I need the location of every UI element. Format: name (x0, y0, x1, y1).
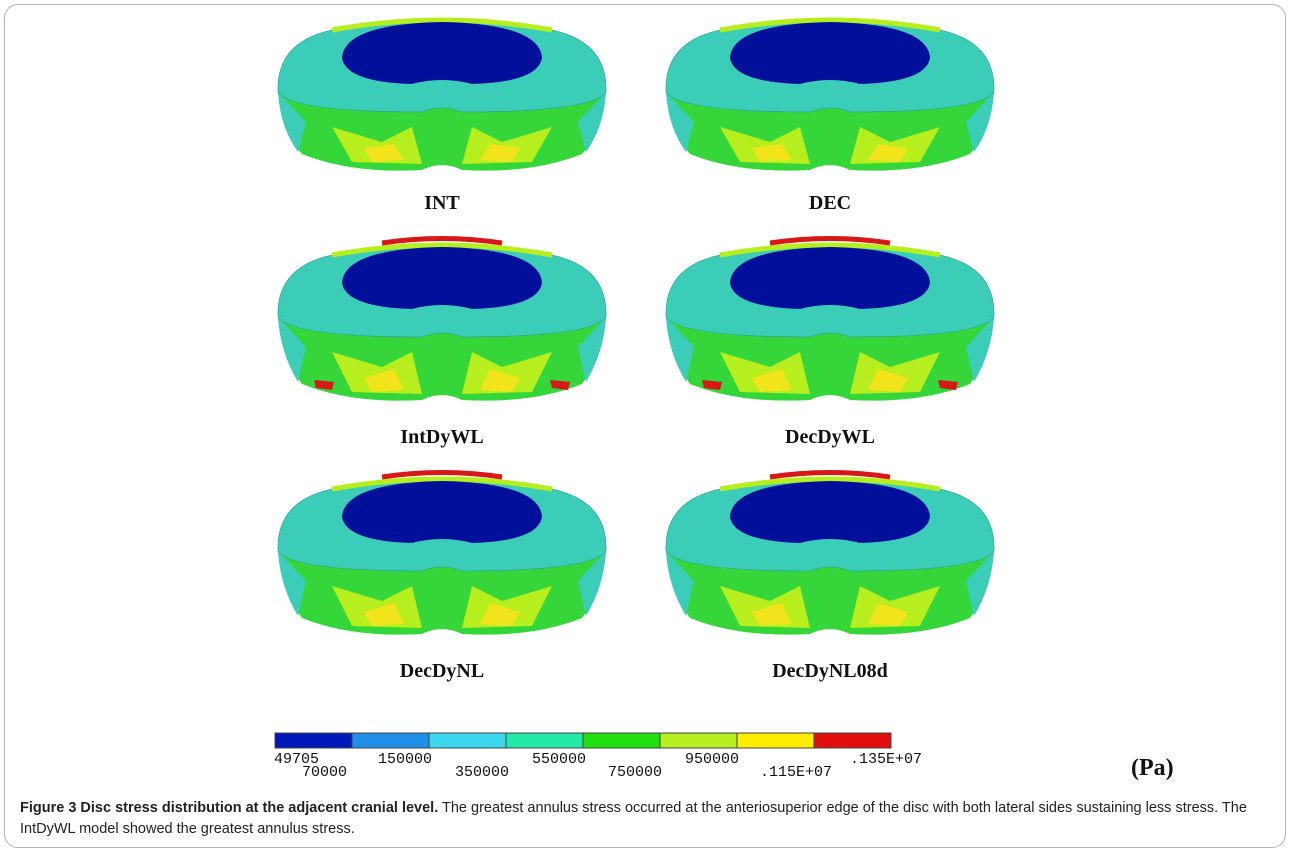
disc-top-rim-red (769, 236, 891, 246)
disc-side-yellow-left (364, 369, 404, 392)
disc-side-yellow-right (480, 603, 520, 626)
disc-side-yellow-right (480, 369, 520, 392)
panel-label-int: INT (424, 192, 460, 214)
disc-side-lateral-left (278, 92, 306, 152)
disc-side-yellow-left (752, 144, 792, 162)
disc-side-yellow-right (868, 603, 908, 626)
disc-side-lateral-right (966, 92, 994, 152)
disc-side-yellow-right (480, 144, 520, 162)
colorbar-label-2: 150000 (378, 751, 433, 768)
panel-label-decdywl: DecDyWL (785, 426, 875, 448)
disc-model-int (277, 17, 607, 171)
disc-top-rim-red (769, 470, 891, 480)
caption-text: The greatest annulus stress occurred at … (20, 800, 1247, 837)
colorbar-label-7: .115E+07 (760, 764, 833, 781)
disc-side-yellow-right (868, 369, 908, 392)
colorbar-label-6: 950000 (685, 751, 740, 768)
disc-nucleus (342, 22, 542, 84)
disc-side-lateral-left (666, 551, 694, 616)
disc-side-lateral-left (666, 317, 694, 382)
disc-side-red-right (938, 380, 958, 390)
disc-side-lateral-left (278, 317, 306, 382)
disc-side-yellow-right (868, 144, 908, 162)
disc-side-lateral-left (666, 92, 694, 152)
disc-model-intdywl (277, 236, 607, 401)
disc-top-rim (331, 476, 553, 492)
panel-label-intdywl: IntDyWL (400, 426, 484, 448)
colorbar-label-1: 70000 (302, 764, 348, 781)
disc-nucleus (730, 22, 930, 84)
disc-side-red-left (702, 380, 722, 390)
disc-side-lateral-right (578, 551, 606, 616)
disc-nucleus (730, 247, 930, 309)
disc-side-yellow-left (364, 603, 404, 626)
colorbar-label-3: 350000 (455, 764, 510, 781)
panel-label-decdynl: DecDyNL (399, 660, 485, 682)
disc-side-lateral-right (966, 551, 994, 616)
panel-label-decdynl08d: DecDyNL08d (772, 660, 888, 682)
disc-model-dec (665, 17, 995, 171)
disc-side-yellow-left (752, 603, 792, 626)
disc-model-decdynl (277, 470, 607, 635)
figure-frame (4, 4, 1286, 848)
disc-side-lateral-left (278, 551, 306, 616)
colorbar-label-4: 550000 (532, 751, 587, 768)
disc-model-decdynl08d (665, 470, 995, 635)
disc-nucleus (342, 481, 542, 543)
disc-top-rim-red (381, 236, 503, 246)
colorbar-label-0: 49705 (274, 751, 320, 768)
disc-top-rim (719, 242, 941, 258)
disc-side-red-left (314, 380, 334, 390)
caption-title: Figure 3 Disc stress distribution at the… (20, 800, 439, 816)
disc-model-decdywl (665, 236, 995, 401)
disc-side-yellow-left (752, 369, 792, 392)
disc-side-lateral-right (578, 92, 606, 152)
disc-top-rim (331, 242, 553, 258)
disc-side-yellow-left (364, 144, 404, 162)
colorbar-label-8: .135E+07 (850, 751, 923, 768)
disc-top-rim (719, 17, 941, 33)
disc-side-lateral-right (578, 317, 606, 382)
disc-side-red-right (550, 380, 570, 390)
disc-nucleus (730, 481, 930, 543)
figure-caption: Figure 3 Disc stress distribution at the… (20, 798, 1270, 840)
disc-top-rim-red (381, 470, 503, 480)
disc-top-rim (719, 476, 941, 492)
disc-top-rim (331, 17, 553, 33)
colorbar-unit: (Pa) (1131, 755, 1174, 781)
disc-side-lateral-right (966, 317, 994, 382)
colorbar-label-5: 750000 (608, 764, 663, 781)
panel-label-dec: DEC (808, 192, 852, 214)
disc-nucleus (342, 247, 542, 309)
